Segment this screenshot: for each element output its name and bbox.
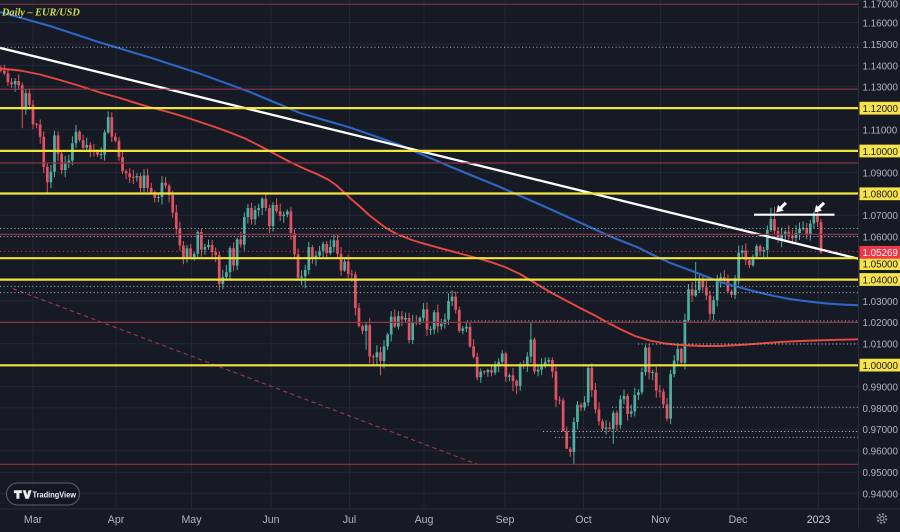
svg-text:Jul: Jul [343, 514, 357, 526]
svg-text:Oct: Oct [575, 514, 592, 526]
svg-text:0.98000: 0.98000 [863, 404, 899, 415]
svg-text:1.05269: 1.05269 [863, 248, 898, 259]
svg-text:May: May [181, 514, 202, 526]
svg-text:Nov: Nov [651, 514, 671, 526]
svg-text:0.99000: 0.99000 [863, 382, 899, 393]
svg-text:1.12000: 1.12000 [863, 104, 899, 115]
svg-text:Daily – EUR/USD: Daily – EUR/USD [1, 7, 80, 18]
svg-text:1.08000: 1.08000 [863, 190, 899, 201]
svg-text:1.07000: 1.07000 [863, 211, 899, 222]
svg-text:Apr: Apr [108, 514, 125, 526]
svg-text:1.06000: 1.06000 [863, 233, 899, 244]
svg-text:1.15000: 1.15000 [863, 40, 899, 51]
svg-text:1.00000: 1.00000 [863, 361, 899, 372]
svg-text:TradingView: TradingView [33, 490, 77, 500]
svg-text:Sep: Sep [496, 514, 515, 526]
svg-text:1.09000: 1.09000 [863, 168, 899, 179]
svg-text:1.03000: 1.03000 [863, 297, 899, 308]
svg-text:Mar: Mar [24, 514, 43, 526]
svg-text:0.95000: 0.95000 [863, 468, 899, 479]
svg-text:0.97000: 0.97000 [863, 425, 899, 436]
svg-text:1.13000: 1.13000 [863, 83, 899, 94]
svg-text:0.94000: 0.94000 [863, 490, 899, 501]
svg-text:Jun: Jun [262, 514, 279, 526]
svg-text:Aug: Aug [415, 514, 434, 526]
svg-text:1.01000: 1.01000 [863, 340, 899, 351]
svg-text:1.05000: 1.05000 [863, 260, 899, 271]
svg-text:1.04000: 1.04000 [863, 275, 899, 286]
svg-text:0.96000: 0.96000 [863, 447, 899, 458]
svg-text:2023: 2023 [807, 514, 831, 526]
svg-text:1.14000: 1.14000 [863, 61, 899, 72]
svg-text:1.10000: 1.10000 [863, 147, 899, 158]
svg-text:1.11000: 1.11000 [863, 126, 898, 137]
svg-text:1.16000: 1.16000 [863, 18, 899, 29]
svg-text:1.02000: 1.02000 [863, 318, 899, 329]
svg-text:Dec: Dec [729, 514, 749, 526]
svg-text:1.17000: 1.17000 [863, 0, 899, 10]
